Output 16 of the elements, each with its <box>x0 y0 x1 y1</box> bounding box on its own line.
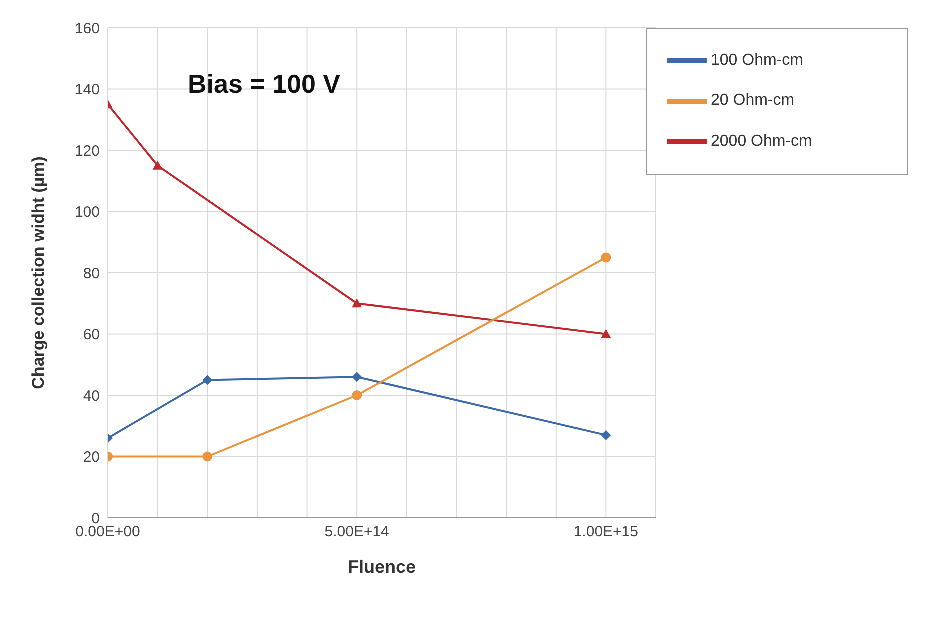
y-tick-label: 20 <box>83 449 100 466</box>
y-tick-label: 160 <box>74 20 100 38</box>
x-tick-label: 5.00E+14 <box>324 524 390 541</box>
y-tick-label: 40 <box>83 388 100 405</box>
y-tick-label: 60 <box>83 326 100 344</box>
annotation: Bias = 100 V <box>188 69 342 99</box>
y-axis-title: Charge collection widht (µm) <box>29 156 48 390</box>
x-tick-label: 1.00E+15 <box>574 524 639 541</box>
legend-label: 20 Ohm-cm <box>711 92 795 110</box>
legend-label: 2000 Ohm-cm <box>711 132 812 150</box>
legend-label: 100 Ohm-cm <box>711 52 804 69</box>
x-axis-title: Fluence <box>348 557 416 577</box>
y-tick-label: 120 <box>74 142 100 160</box>
y-tick-label: 100 <box>74 204 100 222</box>
y-tick-label: 140 <box>74 82 100 99</box>
y-tick-label: 80 <box>83 265 100 282</box>
